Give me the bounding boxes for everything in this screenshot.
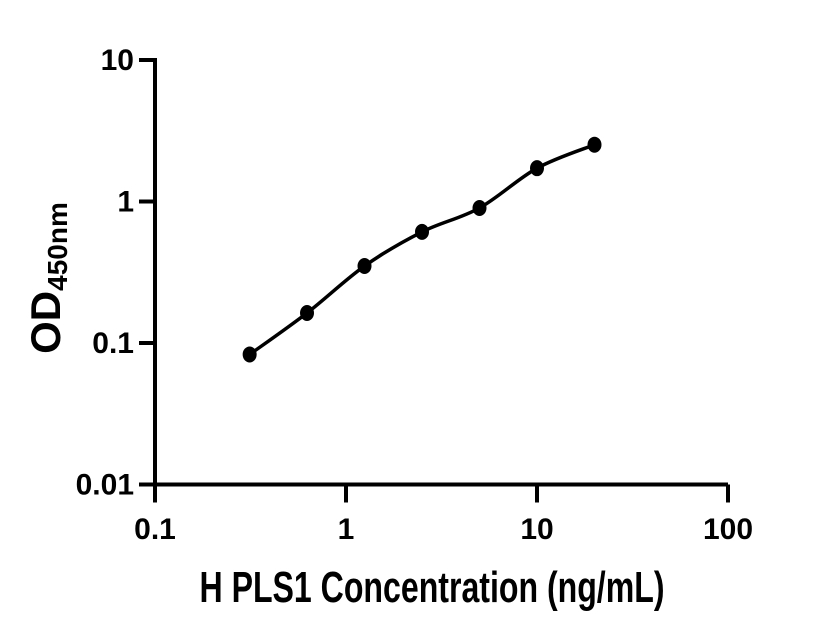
y-tick-label-10: 10 — [101, 44, 134, 77]
axis-lines — [153, 58, 728, 487]
y-axis-title-main: OD — [22, 291, 69, 354]
data-point-2.5 — [415, 223, 430, 240]
y-tick-label-0.1: 0.1 — [92, 327, 134, 360]
data-point-20 — [587, 136, 602, 153]
x-tick-label-0.1: 0.1 — [134, 513, 176, 546]
x-tick-label-1: 1 — [338, 513, 355, 546]
standard-curve-line — [248, 143, 596, 356]
x-axis-title: H PLS1 Concentration (ng/mL) — [200, 563, 665, 612]
y-tick-label-0.01: 0.01 — [76, 469, 134, 502]
y-axis-title-subscript: 450nm — [42, 202, 73, 291]
x-tick-label-100: 100 — [703, 513, 753, 546]
y-tick-label-1: 1 — [117, 186, 134, 219]
y-axis-title: OD450nm — [22, 202, 73, 354]
x-tick-label-10: 10 — [520, 513, 553, 546]
data-point-1.25 — [357, 258, 372, 275]
data-point-10 — [530, 160, 544, 177]
data-point-5 — [472, 199, 487, 216]
data-point-0.313 — [242, 346, 257, 363]
data-point-0.625 — [300, 304, 315, 321]
